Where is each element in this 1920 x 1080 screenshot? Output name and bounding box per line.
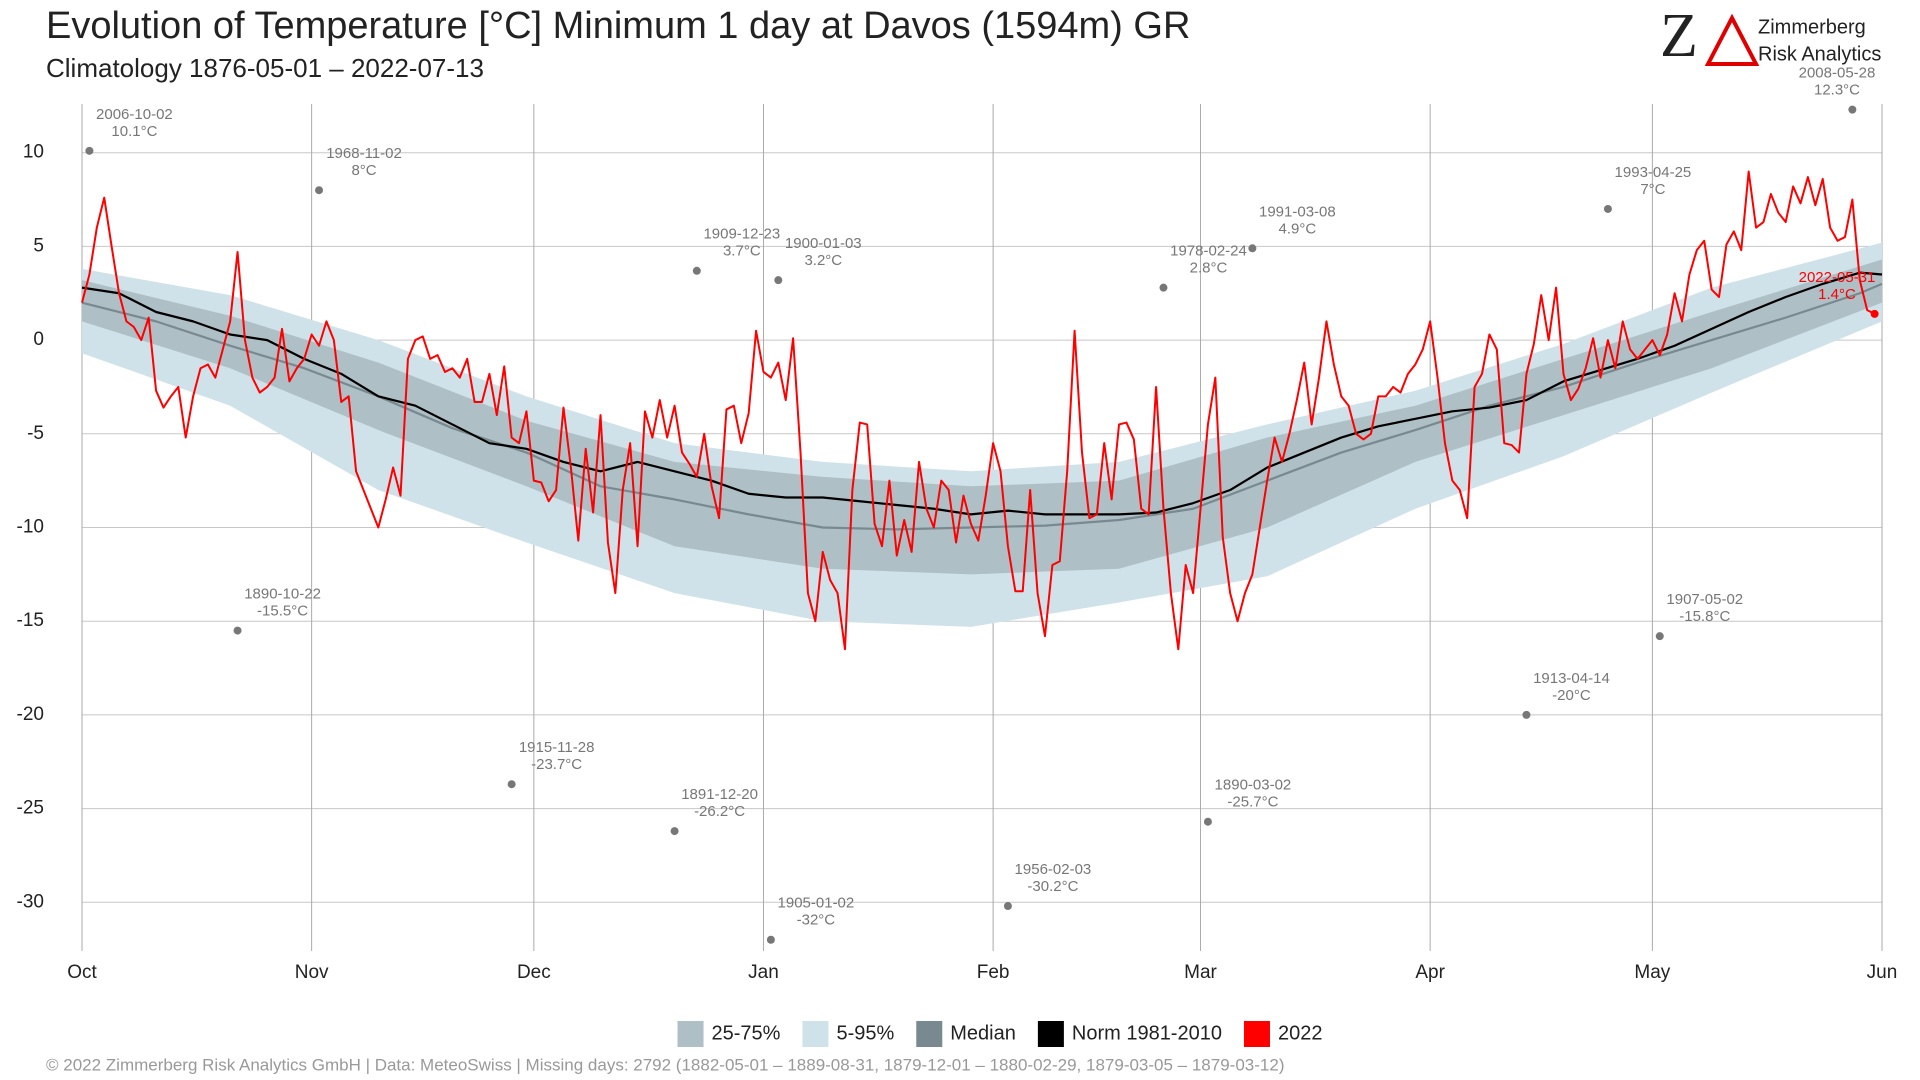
record-date: 1900-01-03 bbox=[785, 235, 862, 252]
record-label: 10.1°C bbox=[111, 123, 157, 140]
record-label: 7°C bbox=[1640, 181, 1665, 198]
record-date: 1968-11-02 bbox=[326, 145, 402, 162]
record-label: 3.2°C bbox=[804, 252, 842, 269]
y-tick-label: -10 bbox=[17, 517, 44, 538]
record-point bbox=[507, 780, 516, 789]
record-label: -26.2°C bbox=[694, 803, 745, 820]
x-tick-label: Mar bbox=[1184, 962, 1217, 983]
record-point bbox=[1203, 817, 1212, 826]
record-point bbox=[1848, 105, 1857, 114]
x-tick-label: Oct bbox=[67, 962, 97, 983]
record-point bbox=[774, 276, 783, 285]
logo-mark: Z bbox=[1660, 2, 1698, 70]
legend-label: 25-75% bbox=[712, 1022, 781, 1044]
record-date: 1993-04-25 bbox=[1615, 164, 1692, 181]
chart-title: Evolution of Temperature [°C] Minimum 1 … bbox=[46, 5, 1190, 47]
legend-swatch bbox=[916, 1021, 943, 1047]
legend-swatch bbox=[1037, 1021, 1064, 1047]
record-label: -30.2°C bbox=[1027, 878, 1078, 895]
record-date: 1991-03-08 bbox=[1259, 203, 1336, 220]
record-date: 2008-05-28 bbox=[1799, 65, 1876, 82]
x-tick-label: Dec bbox=[517, 962, 551, 983]
y-tick-label: -20 bbox=[17, 704, 44, 725]
record-point bbox=[85, 146, 94, 155]
record-label: -15.5°C bbox=[257, 603, 308, 620]
series-line bbox=[81, 282, 1883, 531]
record-date: 1905-01-02 bbox=[778, 895, 855, 912]
logo-subname: Risk Analytics bbox=[1758, 43, 1881, 65]
series-line bbox=[81, 170, 1876, 651]
record-date: 1890-03-02 bbox=[1215, 777, 1292, 794]
logo-name: Zimmerberg bbox=[1758, 16, 1866, 38]
record-label: -15.8°C bbox=[1679, 608, 1730, 625]
record-date: 1891-12-20 bbox=[681, 786, 758, 803]
logo: Z Zimmerberg Risk Analytics bbox=[1660, 2, 1881, 70]
x-tick-label: May bbox=[1634, 962, 1670, 983]
legend: 25-75% 5-95% Median Norm 1981-2010 2022 bbox=[677, 1021, 1323, 1047]
x-tick-label: Jan bbox=[748, 962, 779, 983]
legend-label: Norm 1981-2010 bbox=[1072, 1022, 1222, 1044]
record-point bbox=[315, 186, 324, 195]
logo-triangle bbox=[1704, 13, 1760, 66]
record-point bbox=[1603, 204, 1612, 213]
y-tick-label: -30 bbox=[17, 891, 44, 912]
record-label: 2.8°C bbox=[1190, 260, 1228, 277]
record-point bbox=[670, 827, 679, 836]
record-point bbox=[692, 266, 701, 275]
record-point bbox=[1003, 902, 1012, 911]
y-tick-label: 10 bbox=[23, 142, 44, 163]
chart-subtitle: Climatology 1876-05-01 – 2022-07-13 bbox=[46, 53, 484, 83]
record-date: 1956-02-03 bbox=[1015, 861, 1092, 878]
record-point bbox=[1655, 632, 1664, 641]
record-label: -20°C bbox=[1552, 687, 1591, 704]
y-tick-label: 5 bbox=[33, 235, 44, 256]
band-area bbox=[82, 242, 1882, 627]
record-point bbox=[233, 626, 242, 635]
legend-label: 2022 bbox=[1278, 1022, 1323, 1044]
record-point bbox=[1159, 283, 1168, 292]
legend-swatch bbox=[1243, 1021, 1270, 1047]
record-label: -25.7°C bbox=[1227, 794, 1278, 811]
record-date: 2006-10-02 bbox=[96, 106, 173, 123]
record-label: 1.4°C bbox=[1818, 286, 1856, 303]
record-point bbox=[1248, 244, 1257, 253]
record-label: -32°C bbox=[797, 912, 836, 929]
footer: © 2022 Zimmerberg Risk Analytics GmbH | … bbox=[46, 1055, 1284, 1074]
record-label: -23.7°C bbox=[531, 756, 582, 773]
y-tick-label: 0 bbox=[33, 329, 44, 350]
record-point bbox=[1870, 309, 1879, 318]
record-point bbox=[766, 935, 775, 944]
legend-swatch bbox=[677, 1021, 704, 1047]
x-tick-label: Jun bbox=[1867, 962, 1898, 983]
x-tick-label: Nov bbox=[295, 962, 329, 983]
record-point bbox=[1522, 710, 1531, 719]
y-tick-label: -25 bbox=[17, 798, 44, 819]
legend-label: 5-95% bbox=[836, 1022, 894, 1044]
series-line bbox=[81, 271, 1883, 516]
legend-label: Median bbox=[950, 1022, 1016, 1044]
record-date: 1915-11-28 bbox=[519, 739, 595, 756]
record-label: 8°C bbox=[351, 162, 376, 179]
record-label: 12.3°C bbox=[1814, 82, 1860, 99]
record-date: 1890-10-22 bbox=[244, 586, 321, 603]
record-label: 3.7°C bbox=[723, 243, 761, 260]
record-date: 2022-05-31 bbox=[1799, 269, 1876, 286]
x-tick-label: Apr bbox=[1415, 962, 1445, 983]
record-date: 1978-02-24 bbox=[1170, 243, 1247, 260]
record-date: 1909-12-23 bbox=[703, 226, 780, 243]
plot-area: -30 -25 -20 -15 -10 -5 0 5 10 Oct Nov Dec Jan Feb Mar A… bbox=[17, 65, 1898, 983]
y-tick-label: -5 bbox=[27, 423, 44, 444]
record-date: 1913-04-14 bbox=[1533, 670, 1610, 687]
x-tick-label: Feb bbox=[977, 962, 1010, 983]
legend-swatch bbox=[802, 1021, 829, 1047]
record-date: 1907-05-02 bbox=[1666, 591, 1743, 608]
record-label: 4.9°C bbox=[1279, 220, 1317, 237]
y-tick-label: -15 bbox=[17, 610, 44, 631]
